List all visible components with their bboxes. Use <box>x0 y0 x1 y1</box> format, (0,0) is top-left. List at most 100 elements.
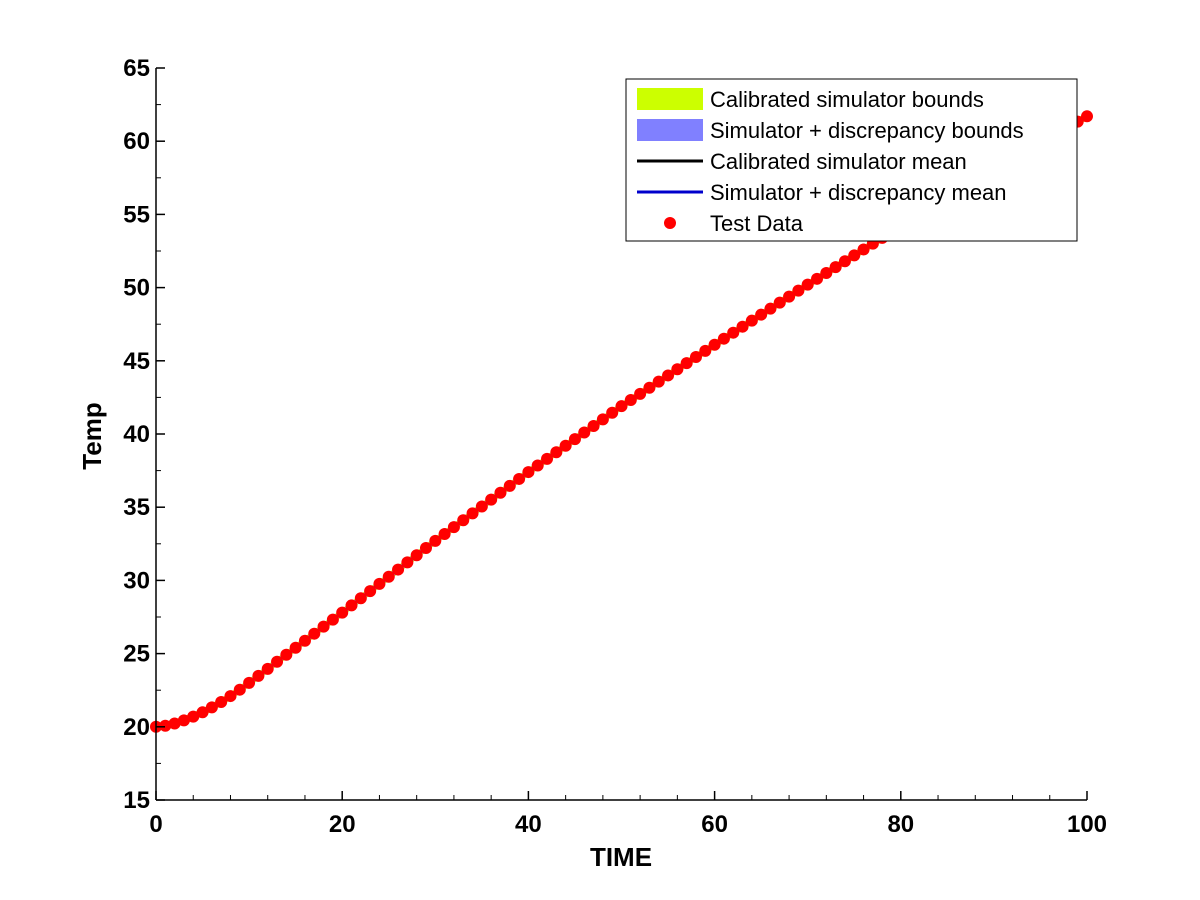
test-data-point <box>1081 110 1093 123</box>
test-data-point <box>541 452 554 465</box>
test-data-point <box>662 369 675 382</box>
test-data-point <box>671 363 684 376</box>
legend-entry: Calibrated simulator bounds <box>637 87 984 112</box>
test-data-point <box>466 507 479 520</box>
test-data-point <box>336 606 349 619</box>
legend-label: Calibrated simulator mean <box>710 149 967 174</box>
test-data-point <box>568 433 581 446</box>
test-data-point <box>857 243 870 256</box>
test-data-point <box>755 308 768 321</box>
test-data-point <box>494 486 507 499</box>
x-tick-label: 80 <box>887 811 914 838</box>
test-data-point <box>475 500 488 513</box>
test-data-point <box>820 266 833 279</box>
test-data-point <box>364 585 377 598</box>
x-tick-label: 0 <box>149 811 162 838</box>
test-data-point <box>485 493 498 506</box>
test-data-point <box>345 599 358 612</box>
test-data-point <box>745 314 758 327</box>
y-tick-label: 20 <box>123 714 150 741</box>
legend-entry: Simulator + discrepancy bounds <box>637 118 1024 143</box>
test-data-point <box>308 627 321 640</box>
test-data-point <box>680 357 693 370</box>
test-data-point <box>531 459 544 472</box>
y-tick-label: 65 <box>123 55 150 82</box>
test-data-point <box>438 527 451 540</box>
y-tick-label: 60 <box>123 128 150 155</box>
test-data-point <box>271 655 284 668</box>
test-data-point <box>410 549 423 562</box>
test-data-point <box>392 563 405 576</box>
legend-entry: Test Data <box>664 211 804 236</box>
test-data-point <box>419 542 432 555</box>
test-data-point <box>643 381 656 394</box>
test-data-point <box>289 641 302 654</box>
test-data-point <box>177 714 190 727</box>
legend-label: Test Data <box>710 211 804 236</box>
test-data-point <box>848 249 861 262</box>
y-tick-label: 40 <box>123 421 150 448</box>
legend-swatch <box>637 119 703 141</box>
test-data-point <box>205 701 218 714</box>
test-data-point <box>634 387 647 400</box>
test-data-point <box>838 255 851 268</box>
y-tick-label: 45 <box>123 348 150 375</box>
axes: 15 20 25 30 35 40 45 50 55 60 65 0 20 40 60 80 100 <box>123 55 1107 838</box>
test-data-point <box>215 695 228 708</box>
test-data-point <box>708 338 721 351</box>
test-data-point <box>727 326 740 339</box>
legend-label: Simulator + discrepancy bounds <box>710 118 1024 143</box>
y-tick-label: 35 <box>123 494 150 521</box>
test-data-point <box>503 479 516 492</box>
test-data-point <box>792 284 805 297</box>
test-data-point <box>550 446 563 459</box>
legend-label: Simulator + discrepancy mean <box>710 180 1007 205</box>
x-tick-label: 60 <box>701 811 728 838</box>
test-data-point <box>773 296 786 309</box>
test-data-point <box>587 419 600 432</box>
x-tick-label: 20 <box>329 811 356 838</box>
test-data-point <box>522 466 535 479</box>
test-data-point <box>578 426 591 439</box>
test-data-point <box>280 648 293 661</box>
test-data-point <box>717 332 730 345</box>
test-data-point <box>401 556 414 569</box>
test-data-point <box>652 375 665 388</box>
y-tick-label: 30 <box>123 567 150 594</box>
test-data-point <box>596 413 609 426</box>
x-tick-label: 100 <box>1067 811 1107 838</box>
test-data-point <box>326 613 339 626</box>
x-axis-label: TIME <box>590 842 652 872</box>
test-data-point <box>168 717 181 730</box>
y-tick-label: 50 <box>123 275 150 302</box>
test-data-point <box>457 514 470 527</box>
y-axis-label: Temp <box>77 402 107 469</box>
test-data-point <box>615 400 628 413</box>
legend-swatch <box>637 88 703 110</box>
test-data-point <box>606 406 619 419</box>
y-tick-label: 25 <box>123 641 150 668</box>
test-data-point <box>354 592 367 605</box>
test-data-point <box>159 719 172 732</box>
test-data-point <box>699 344 712 357</box>
test-data-point <box>224 690 237 703</box>
test-data-point <box>447 521 460 534</box>
test-data-point <box>513 472 526 485</box>
x-tick-label: 40 <box>515 811 542 838</box>
test-data-point <box>764 302 777 315</box>
y-tick-label: 15 <box>123 787 150 814</box>
legend-entry: Simulator + discrepancy mean <box>637 180 1007 205</box>
test-data-point <box>689 350 702 363</box>
test-data-point <box>252 669 265 682</box>
legend: Calibrated simulator bounds Simulator + d… <box>625 78 1078 242</box>
test-data-point <box>624 394 637 407</box>
legend-label: Calibrated simulator bounds <box>710 87 984 112</box>
legend-entry: Calibrated simulator mean <box>637 149 967 174</box>
test-data-point <box>298 634 311 647</box>
test-data-point <box>559 439 572 452</box>
test-data-point <box>783 290 796 303</box>
test-data-point <box>187 710 200 723</box>
test-data-point <box>801 278 814 291</box>
test-data-point <box>429 534 442 547</box>
